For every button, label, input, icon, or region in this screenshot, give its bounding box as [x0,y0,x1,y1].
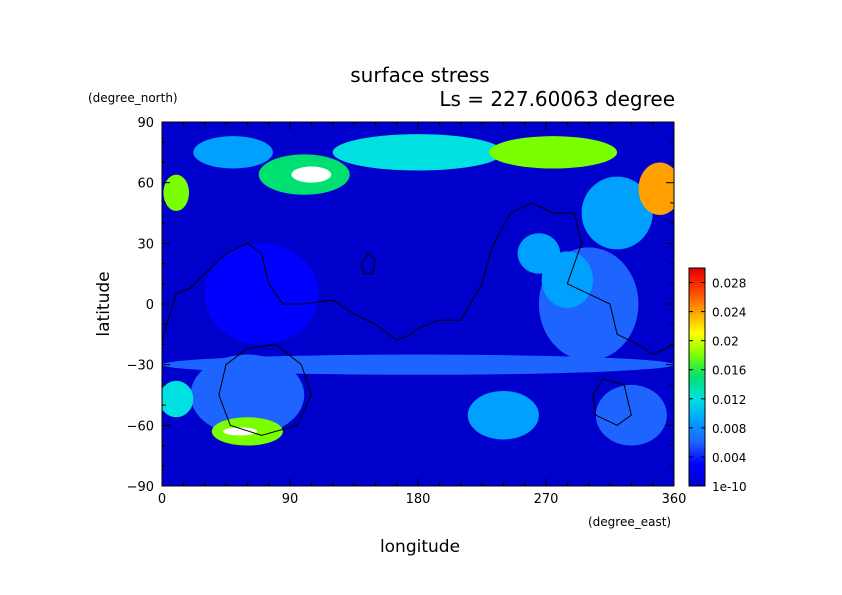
stress-region [581,176,653,250]
stress-region [541,251,593,309]
contour-line [592,378,632,426]
stress-region [332,134,504,171]
x-unit-label: (degree_east) [588,515,671,529]
stress-region [489,136,618,169]
stress-region [204,243,319,345]
chart-subtitle: Ls = 227.60063 degree [439,87,675,111]
colorbar: 0.028 0.024 0.02 0.016 0.012 0.008 0.004 1e-10 [688,267,747,494]
stress-region [193,136,273,169]
contour-line [218,343,312,436]
stress-region [190,354,305,436]
y-tick-label: 0 [146,298,154,313]
y-axis: 90 60 30 0 −30 −60 −90 [127,116,674,495]
colorbar-label: 0.012 [712,393,746,407]
y-tick-label: 90 [137,116,154,131]
x-tick-label: 180 [406,492,431,507]
x-tick-label: 270 [534,492,559,507]
stress-field [162,122,674,486]
x-axis: 0 90 180 270 360 [158,122,687,507]
colorbar-label: 0.004 [712,451,746,465]
y-axis-label: latitude [94,271,114,336]
colorbar-label: 1e-10 [712,480,747,494]
colorbar-label: 0.008 [712,422,746,436]
x-tick-label: 360 [662,492,687,507]
colorbar-label: 0.024 [712,306,746,320]
x-tick-label: 0 [158,492,166,507]
y-tick-label: −90 [127,480,154,495]
contour-line [162,202,674,356]
stress-region [638,162,674,216]
stress-region [163,174,190,211]
chart-title: surface stress [350,63,489,87]
colorbar-label: 0.02 [712,335,739,349]
y-tick-label: −60 [127,419,154,434]
stress-region [162,354,674,375]
y-tick-label: −30 [127,359,154,374]
colorbar-gradient [688,267,706,487]
x-tick-label: 90 [282,492,299,507]
colorbar-label: 0.028 [712,277,746,291]
contour-line [360,252,376,275]
plot-area [161,121,675,487]
y-tick-label: 30 [137,237,154,252]
topography-contours [162,202,674,436]
x-axis-label: longitude [380,537,460,557]
y-tick-label: 60 [137,177,154,192]
stress-region [467,390,539,440]
stress-region [223,427,258,436]
stress-region [291,166,332,183]
y-unit-label: (degree_north) [88,91,178,105]
colorbar-label: 0.016 [712,364,746,378]
stress-region [162,380,194,418]
